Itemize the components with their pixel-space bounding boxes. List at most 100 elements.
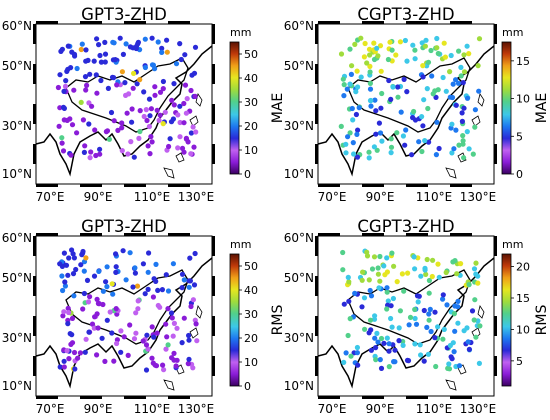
station-dot xyxy=(367,69,373,75)
station-dot xyxy=(381,340,387,346)
station-dot xyxy=(171,81,177,87)
station-dot xyxy=(430,91,436,97)
colorbar-tick-label: 30 xyxy=(244,308,258,321)
station-dot xyxy=(412,315,418,322)
station-dot xyxy=(59,135,65,141)
station-dot xyxy=(118,349,124,355)
lon-tick-70: 70°E xyxy=(36,402,65,416)
map-frame xyxy=(33,21,215,187)
station-dot xyxy=(57,261,63,267)
station-dot xyxy=(367,317,374,323)
colorbar-gradient xyxy=(501,41,512,175)
station-dot xyxy=(144,332,150,338)
station-dot xyxy=(422,43,428,49)
station-dot xyxy=(148,134,154,140)
station-dot xyxy=(182,52,188,58)
station-dot xyxy=(373,357,379,363)
frame-tick xyxy=(315,144,318,164)
station-dot xyxy=(141,113,147,120)
station-dot xyxy=(378,68,384,74)
station-dot xyxy=(110,291,116,297)
frame-tick xyxy=(494,236,497,256)
station-dot xyxy=(65,305,71,311)
station-dot xyxy=(359,277,365,283)
lon-tick-130: 130°E xyxy=(178,190,215,204)
station-dot xyxy=(466,51,472,57)
station-dot xyxy=(142,291,148,297)
station-dot xyxy=(121,334,127,340)
colorbar-tick-label: 40 xyxy=(244,72,258,85)
station-dot xyxy=(367,287,373,294)
station-dot xyxy=(421,307,427,314)
station-dot xyxy=(375,271,381,277)
station-dot xyxy=(367,80,373,86)
station-dot xyxy=(98,59,104,65)
station-dot xyxy=(131,70,137,76)
colorbar-tick-label: 20 xyxy=(516,261,530,274)
station-dot xyxy=(104,317,110,323)
station-dot xyxy=(384,289,390,295)
station-dot xyxy=(96,301,102,307)
station-markers xyxy=(338,35,483,161)
station-dot xyxy=(185,139,191,145)
lat-tick-30: 30°N xyxy=(284,119,314,133)
station-dot xyxy=(378,365,385,371)
station-dot xyxy=(371,40,377,46)
station-dot xyxy=(178,56,184,63)
station-dot xyxy=(163,346,169,352)
lat-tick-10: 10°N xyxy=(2,167,32,181)
station-dot xyxy=(181,149,187,155)
station-dot xyxy=(61,250,67,256)
station-dot xyxy=(163,321,169,327)
station-dot xyxy=(152,92,158,98)
station-dot xyxy=(91,58,97,64)
station-dot xyxy=(152,84,158,90)
station-dot xyxy=(62,279,68,285)
station-dot xyxy=(113,251,119,257)
station-dot xyxy=(338,51,345,57)
station-dot xyxy=(186,332,192,339)
station-dot xyxy=(60,148,67,154)
frame-tick xyxy=(494,316,497,336)
station-dot xyxy=(458,261,464,267)
lon-tick-90: 90°E xyxy=(366,402,395,416)
station-dot xyxy=(64,348,70,354)
station-dot xyxy=(80,248,86,255)
station-dot xyxy=(367,63,373,69)
station-dot xyxy=(466,346,472,352)
station-dot xyxy=(412,56,418,62)
station-dot xyxy=(89,103,95,109)
colorbar-tick-label: 40 xyxy=(244,284,258,297)
station-dot xyxy=(61,364,67,370)
station-dot xyxy=(97,151,103,157)
colorbar-tick-label: 15 xyxy=(516,55,530,68)
station-dot xyxy=(66,309,72,316)
station-dot xyxy=(410,42,416,48)
station-dot xyxy=(341,82,347,88)
station-dot xyxy=(425,59,432,65)
station-dot xyxy=(434,119,440,125)
frame-tick xyxy=(33,236,36,256)
frame-tick xyxy=(362,184,384,187)
colorbar: mm 50 40 30 20 10 0 RMS xyxy=(229,238,286,393)
station-dot xyxy=(461,105,467,111)
station-dot xyxy=(378,105,384,111)
island-outline xyxy=(457,152,467,163)
station-dot xyxy=(473,334,479,340)
frame-tick xyxy=(212,24,215,44)
island-outline xyxy=(195,305,203,319)
frame-tick xyxy=(494,104,497,124)
station-dot xyxy=(374,45,380,51)
station-dot xyxy=(125,151,131,157)
station-dot xyxy=(400,133,406,139)
station-dot xyxy=(149,35,155,41)
station-dot xyxy=(456,48,462,54)
station-dot xyxy=(456,363,463,369)
station-dot xyxy=(347,81,353,87)
station-dot xyxy=(430,257,436,263)
station-dot xyxy=(140,261,146,267)
station-dot xyxy=(421,97,427,103)
station-dot xyxy=(348,353,354,359)
station-dot xyxy=(411,108,417,115)
map-frame xyxy=(315,21,497,187)
